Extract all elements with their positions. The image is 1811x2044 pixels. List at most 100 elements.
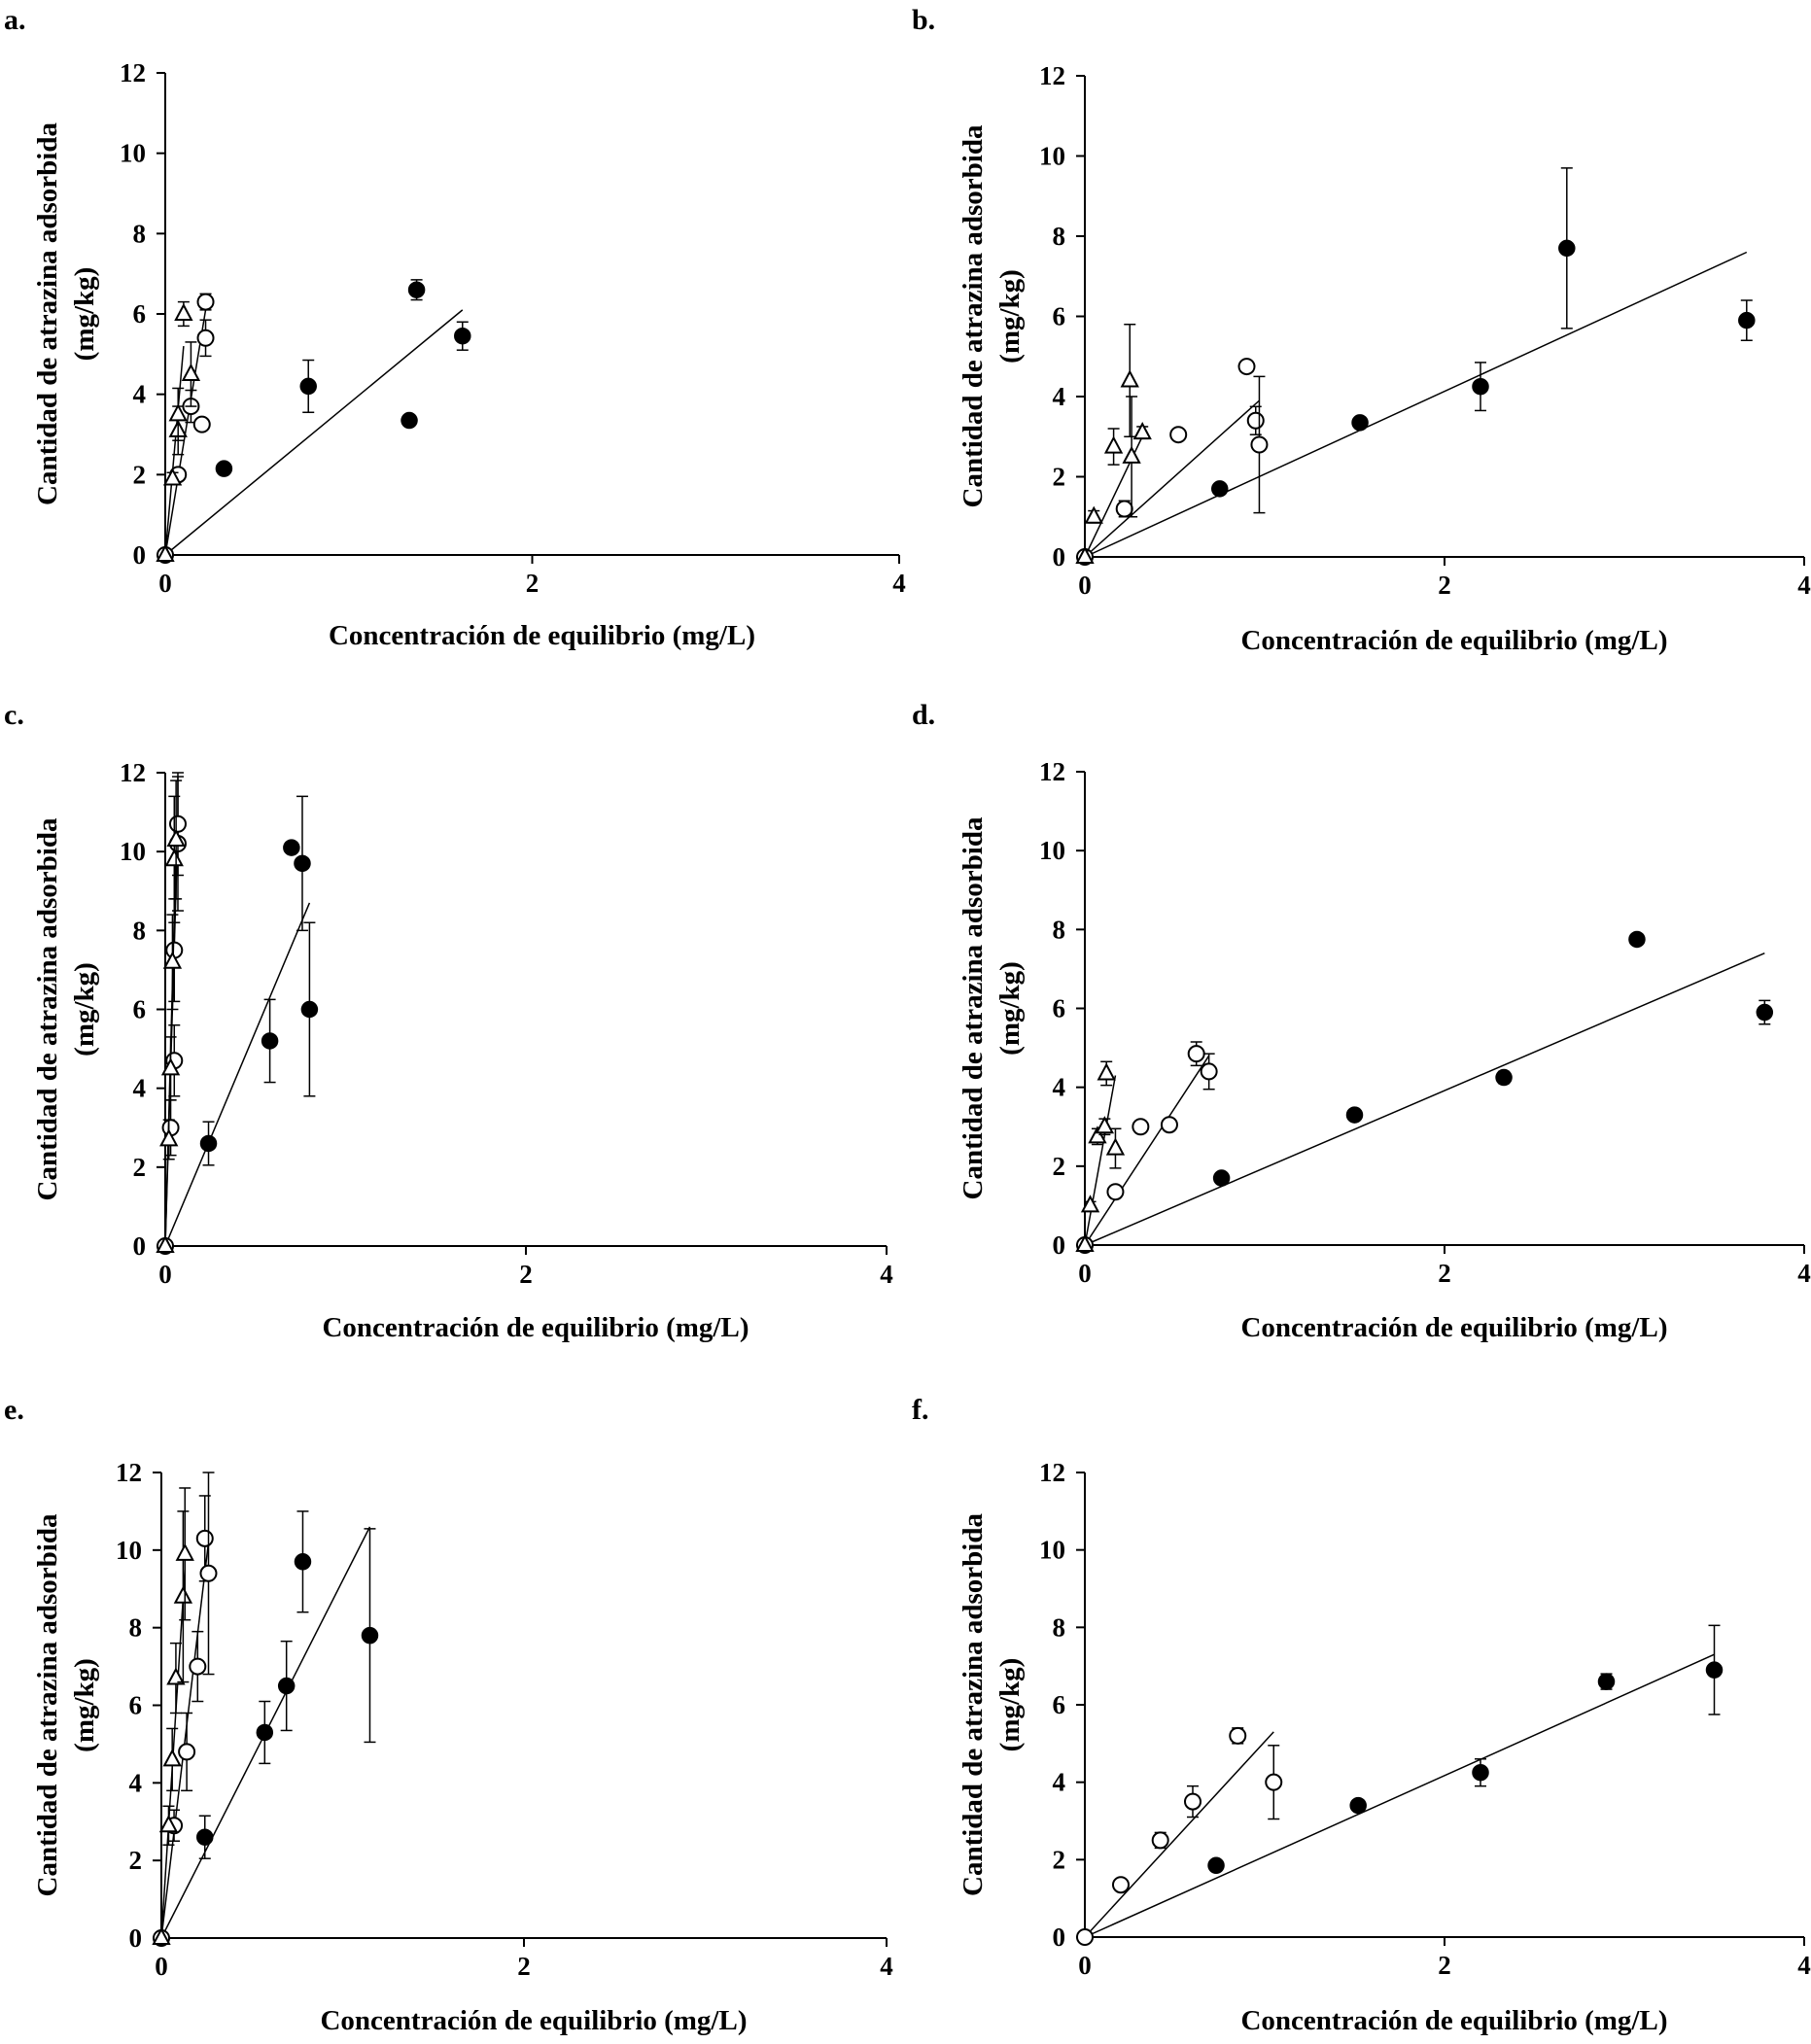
data-point-open-circle xyxy=(1200,1062,1218,1081)
x-tick-label: 4 xyxy=(1797,571,1811,600)
y-tick-label: 0 xyxy=(129,1923,143,1953)
data-point-open-triangle xyxy=(1075,1233,1095,1252)
x-tick-label: 4 xyxy=(892,569,906,598)
fit-line xyxy=(164,309,464,556)
y-tick-label: 4 xyxy=(1053,1073,1066,1102)
y-tick-label: 0 xyxy=(1053,1230,1066,1260)
x-tick-label: 4 xyxy=(1797,1259,1811,1288)
x-tick-label: 4 xyxy=(880,1260,893,1289)
data-point-open-circle xyxy=(1076,1928,1094,1946)
data-point-open-circle xyxy=(195,1529,214,1547)
data-point-filled-circle xyxy=(1756,1003,1774,1022)
data-point-open-triangle xyxy=(1080,1195,1100,1213)
data-point-open-triangle xyxy=(174,302,193,321)
fit-line xyxy=(1084,1055,1210,1246)
data-point-filled-circle xyxy=(1211,480,1229,498)
x-tick-label: 0 xyxy=(155,1952,168,1981)
data-point-open-triangle xyxy=(1120,369,1139,388)
data-point-filled-circle xyxy=(199,1134,218,1153)
data-point-filled-circle xyxy=(1738,311,1756,329)
series-open-triangle xyxy=(156,779,186,1253)
y-axis-title: Cantidad de atrazina adsorbida xyxy=(32,817,63,1200)
x-tick-label: 2 xyxy=(519,1260,533,1289)
data-point-open-triangle xyxy=(1097,1062,1116,1081)
data-point-open-triangle xyxy=(162,951,183,969)
fit-line xyxy=(164,902,311,1247)
data-point-open-triangle xyxy=(156,543,175,562)
y-tick-label: 8 xyxy=(133,219,147,248)
y-tick-label: 0 xyxy=(133,540,147,570)
data-point-open-triangle xyxy=(1105,1137,1126,1156)
y-axis-title-units: (mg/kg) xyxy=(69,1658,100,1752)
fit-line xyxy=(164,309,207,556)
series-open-circle xyxy=(1076,1041,1218,1254)
data-point-filled-circle xyxy=(1207,1856,1225,1875)
y-axis-title-units: (mg/kg) xyxy=(994,961,1026,1056)
series-filled-circle xyxy=(1076,930,1774,1254)
y-tick-label: 12 xyxy=(1039,61,1065,90)
series-open-triangle xyxy=(1075,1060,1126,1252)
data-point-open-triangle xyxy=(162,468,183,486)
data-point-filled-circle xyxy=(401,411,418,430)
data-point-open-triangle xyxy=(1122,445,1141,464)
y-tick-label: 6 xyxy=(1053,994,1066,1023)
data-point-open-circle xyxy=(1184,1792,1202,1811)
data-point-filled-circle xyxy=(277,1677,296,1695)
y-tick-label: 2 xyxy=(133,460,147,489)
fit-line xyxy=(1084,952,1765,1246)
y-tick-label: 4 xyxy=(1053,1768,1066,1797)
y-tick-label: 10 xyxy=(1039,1536,1065,1565)
y-tick-label: 0 xyxy=(133,1231,147,1261)
data-point-open-triangle xyxy=(152,1926,171,1945)
y-axis-title: Cantidad de atrazina adsorbida xyxy=(958,816,989,1199)
y-tick-label: 4 xyxy=(129,1768,143,1797)
data-point-open-circle xyxy=(1169,426,1188,444)
data-point-open-triangle xyxy=(156,1234,175,1253)
data-point-open-triangle xyxy=(168,403,188,422)
y-tick-label: 8 xyxy=(1053,222,1066,251)
data-point-open-triangle xyxy=(166,1667,186,1685)
panel-letter: f. xyxy=(912,1394,929,1426)
fit-line xyxy=(1084,399,1260,558)
y-tick-label: 2 xyxy=(129,1846,143,1875)
y-tick-label: 6 xyxy=(133,299,147,329)
data-point-filled-circle xyxy=(1472,377,1489,396)
series-open-triangle xyxy=(156,300,201,562)
x-tick-label: 0 xyxy=(158,1260,172,1289)
y-axis-title: Cantidad de atrazina adsorbida xyxy=(958,1513,989,1896)
y-tick-label: 2 xyxy=(133,1153,147,1182)
data-point-filled-circle xyxy=(215,460,233,477)
y-tick-label: 10 xyxy=(120,837,146,866)
y-tick-label: 2 xyxy=(1053,1152,1066,1181)
panel-letter: b. xyxy=(912,4,935,36)
x-tick-label: 0 xyxy=(1078,1259,1092,1288)
y-tick-label: 12 xyxy=(120,758,146,787)
data-point-filled-circle xyxy=(256,1723,274,1742)
data-point-open-triangle xyxy=(1084,505,1103,524)
panel-letter: d. xyxy=(912,699,935,731)
chart-panel-1: a. 0 2 4 6 8 10 12 0 2 4 Concentración de equilibri… xyxy=(4,4,906,651)
data-point-filled-circle xyxy=(1472,1763,1489,1782)
data-point-open-circle xyxy=(1160,1116,1178,1134)
x-axis-title: Concentración de equilibrio (mg/L) xyxy=(1240,625,1667,656)
data-point-open-circle xyxy=(168,814,187,833)
data-point-filled-circle xyxy=(1495,1068,1513,1087)
y-axis-title-units: (mg/kg) xyxy=(69,267,100,362)
series-open-circle xyxy=(1076,1726,1283,1946)
data-point-open-circle xyxy=(1132,1118,1150,1136)
data-point-open-triangle xyxy=(162,1749,182,1767)
x-axis-title: Concentración de equilibrio (mg/L) xyxy=(320,2005,747,2036)
y-tick-label: 12 xyxy=(1039,1458,1065,1487)
x-tick-label: 4 xyxy=(1797,1951,1811,1980)
x-tick-label: 0 xyxy=(1078,571,1092,600)
data-point-open-circle xyxy=(1187,1045,1205,1063)
x-tick-label: 4 xyxy=(880,1952,893,1981)
x-axis-title: Concentración de equilibrio (mg/L) xyxy=(329,620,755,651)
y-axis-title: Cantidad de atrazina adsorbida xyxy=(32,122,63,505)
data-point-filled-circle xyxy=(261,1032,279,1050)
y-tick-label: 8 xyxy=(133,916,147,945)
x-tick-label: 2 xyxy=(517,1952,531,1981)
x-axis-title: Concentración de equilibrio (mg/L) xyxy=(322,1312,749,1343)
data-point-open-circle xyxy=(1250,435,1269,454)
data-point-open-triangle xyxy=(166,828,186,847)
